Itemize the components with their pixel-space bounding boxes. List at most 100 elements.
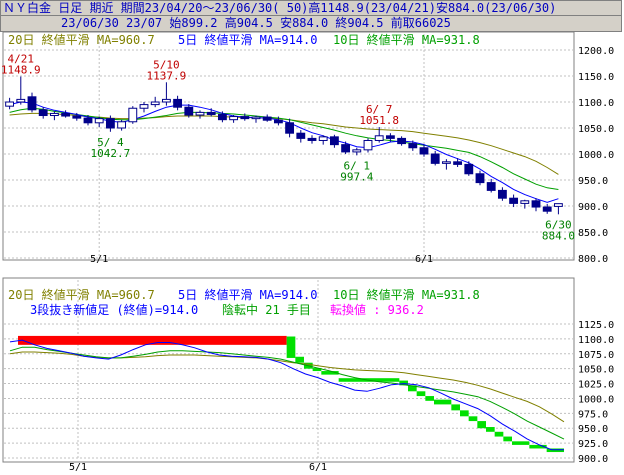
candle-body xyxy=(509,197,519,204)
legend-item: 5日 終値平滑 MA=914.0 xyxy=(178,287,317,302)
candle-body xyxy=(385,135,395,139)
candle-body xyxy=(61,112,71,117)
candle-body xyxy=(49,112,59,117)
down-brick xyxy=(451,404,460,411)
y-tick-label: 1100.0 xyxy=(578,335,614,346)
candle-body xyxy=(38,109,48,117)
down-brick xyxy=(312,368,322,372)
y-tick-label: 1025.0 xyxy=(578,380,614,391)
y-tick-label: 900.0 xyxy=(578,454,608,465)
new-price-info: 3段抜き新値足 (終値)=914.0 陰転中 21 手目 転換値 : 936.2 xyxy=(30,302,424,317)
new-price-y-axis: 900.0 925.0 950.0 975.0 1000.0 1025.0 1050.0 10… xyxy=(578,320,614,465)
candle-body xyxy=(83,117,93,124)
candle-body xyxy=(5,101,15,107)
candle-body xyxy=(475,173,485,184)
candle-body xyxy=(285,122,295,134)
candle-body xyxy=(94,118,104,124)
candle-body xyxy=(363,139,373,151)
x-tick-label: 6/1 xyxy=(415,254,433,265)
up-brick-band xyxy=(18,335,287,345)
candle-body xyxy=(273,119,283,124)
candle-body xyxy=(72,115,82,119)
y-tick-label: 1150.0 xyxy=(578,72,614,83)
candle-body xyxy=(486,182,496,191)
info-text: 3段抜き新値足 (終値)=914.0 xyxy=(30,302,198,317)
annotation-value: 884.0 xyxy=(542,229,575,242)
annotation-date: 6/ 1 xyxy=(344,159,371,172)
down-brick xyxy=(512,441,530,445)
x-tick-label: 5/1 xyxy=(69,462,87,473)
candle-body xyxy=(240,116,250,120)
down-brick xyxy=(286,336,296,358)
candle-body xyxy=(16,98,26,103)
x-tick-label: 6/1 xyxy=(309,462,327,473)
annotation-value: 997.4 xyxy=(340,170,373,183)
new-price-plot-frame xyxy=(2,277,575,463)
candle-body xyxy=(329,136,339,146)
annotation-date: 6/ 7 xyxy=(366,103,393,116)
new-price-panel: 900.0 925.0 950.0 975.0 1000.0 1025.0 1050.0 10… xyxy=(2,277,614,473)
candlestick-bars xyxy=(5,76,563,215)
candle-body xyxy=(341,144,351,153)
y-tick-label: 800.0 xyxy=(578,254,608,265)
info-text: 転換値 : 936.2 xyxy=(330,302,424,317)
down-brick xyxy=(546,448,564,453)
legend-item: 10日 終値平滑 MA=931.8 xyxy=(333,32,480,47)
y-tick-label: 1200.0 xyxy=(578,46,614,57)
down-brick xyxy=(477,421,486,429)
y-tick-label: 850.0 xyxy=(578,228,608,239)
candle-body xyxy=(307,137,317,141)
candle-body xyxy=(542,206,552,212)
y-tick-label: 1000.0 xyxy=(578,150,614,161)
down-brick xyxy=(425,396,434,401)
candle-body xyxy=(408,143,418,149)
down-brick xyxy=(408,385,417,392)
down-brick xyxy=(529,444,547,449)
candle-body xyxy=(161,98,171,103)
annotation-value: 1051.8 xyxy=(359,114,399,127)
candlestick-y-axis: 800.0 850.0 900.0 950.0 1000.0 1050.0 1100.0 11… xyxy=(578,46,614,265)
candle-body xyxy=(553,203,563,207)
candlestick-x-axis: 5/1 6/1 xyxy=(90,254,433,265)
annotation-value: 1042.7 xyxy=(91,147,131,160)
down-brick xyxy=(494,431,504,437)
candle-body xyxy=(173,98,183,108)
candle-body xyxy=(352,149,362,153)
annotation-value: 1148.9 xyxy=(1,64,41,77)
y-tick-label: 900.0 xyxy=(578,202,608,213)
ma5-line xyxy=(9,339,564,451)
down-brick xyxy=(468,416,478,422)
candle-body xyxy=(139,104,149,109)
legend-item: 5日 終値平滑 MA=914.0 xyxy=(178,32,317,47)
annotation-date: 4/21 xyxy=(8,53,35,66)
candle-body xyxy=(374,135,384,141)
annotation-date: 5/10 xyxy=(153,58,180,71)
legend-item: 20日 終値平滑 MA=960.7 xyxy=(8,287,155,302)
candlestick-plot-frame xyxy=(2,32,575,261)
candle-body xyxy=(217,113,227,121)
y-tick-label: 1075.0 xyxy=(578,350,614,361)
legend-item: 10日 終値平滑 MA=931.8 xyxy=(333,287,480,302)
y-tick-label: 950.0 xyxy=(578,424,608,435)
candle-body xyxy=(520,200,530,204)
ma10-line xyxy=(9,346,565,440)
candle-body xyxy=(262,116,272,121)
down-brick xyxy=(434,399,452,405)
candle-body xyxy=(497,189,507,199)
candle-body xyxy=(27,96,37,111)
down-brick xyxy=(486,427,495,432)
y-tick-label: 1050.0 xyxy=(578,365,614,376)
candle-body xyxy=(128,107,138,123)
candle-body xyxy=(184,106,194,116)
info-text: 陰転中 21 手目 xyxy=(222,302,311,317)
candle-body xyxy=(229,116,239,121)
candle-body xyxy=(397,137,407,145)
new-price-legend: 20日 終値平滑 MA=960.7 5日 終値平滑 MA=914.0 10日 終値平… xyxy=(8,287,480,302)
candle-body xyxy=(430,153,440,164)
candlestick-legend: 20日 終値平滑 MA=960.7 5日 終値平滑 MA=914.0 10日 終値平… xyxy=(8,32,480,47)
down-brick xyxy=(416,391,426,397)
candle-body xyxy=(296,132,306,139)
